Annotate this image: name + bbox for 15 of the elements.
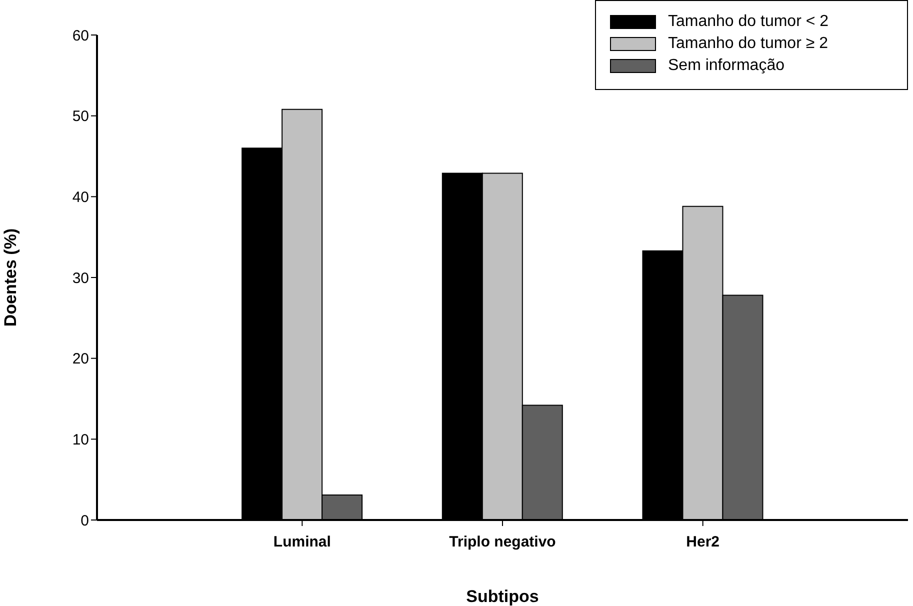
y-tick-label: 0 [80,512,89,530]
x-tick-label: Triplo negativo [449,534,556,551]
y-tick-label: 10 [72,431,89,448]
x-tick-label: Luminal [273,534,331,551]
y-tick-label: 60 [72,27,89,44]
legend-label: Tamanho do tumor < 2 [668,13,829,31]
legend-label: Tamanho do tumor ≥ 2 [668,35,828,53]
y-tick-label: 50 [72,108,89,126]
x-tick-label: Her2 [686,534,720,551]
y-tick-label: 40 [72,188,89,206]
x-axis-title: Subtipos [466,587,539,606]
y-tick-label: 30 [72,270,89,287]
y-tick-label: 20 [72,350,89,368]
y-axis-title: Doentes (%) [1,228,20,327]
legend-label: Sem informação [668,57,784,75]
